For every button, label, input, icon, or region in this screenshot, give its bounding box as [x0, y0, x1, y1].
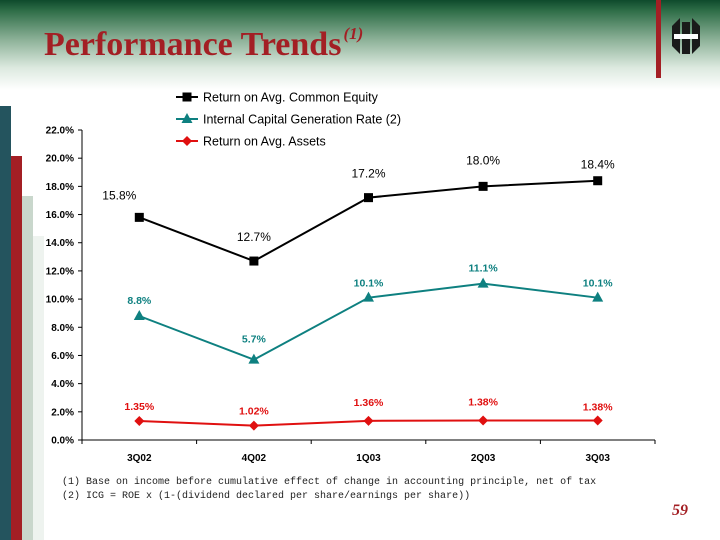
- data-label: 15.8%: [102, 188, 136, 202]
- data-point: [249, 256, 259, 266]
- data-point: [477, 277, 489, 288]
- data-point: [364, 193, 373, 203]
- y-tick-label: 4.0%: [51, 379, 74, 390]
- x-category-label: 3Q02: [127, 453, 152, 464]
- data-label: 12.7%: [237, 230, 271, 244]
- footnote-2: (2) ICG = ROE x (1-(dividend declared pe…: [62, 491, 471, 502]
- data-point: [133, 310, 145, 320]
- data-point: [134, 415, 145, 426]
- data-label: 1.38%: [468, 397, 498, 409]
- legend-label: Return on Avg. Assets: [203, 135, 326, 149]
- page-number: 59: [672, 502, 688, 519]
- data-point: [478, 415, 489, 426]
- data-label: 11.1%: [468, 263, 498, 275]
- x-category-label: 3Q03: [585, 453, 610, 464]
- title-text: Performance Trends: [44, 26, 342, 63]
- title-footnote-mark: (1): [343, 24, 364, 43]
- data-label: 5.7%: [242, 334, 267, 346]
- y-tick-label: 2.0%: [51, 407, 74, 418]
- y-tick-label: 0.0%: [51, 436, 74, 447]
- y-tick-label: 10.0%: [46, 295, 74, 306]
- data-label: 1.35%: [124, 401, 154, 413]
- data-label: 10.1%: [583, 278, 613, 290]
- footnotes: (1) Base on income before cumulative eff…: [62, 476, 596, 504]
- data-point: [134, 212, 144, 222]
- y-tick-label: 18.0%: [46, 182, 74, 193]
- data-label: 1.38%: [583, 402, 613, 414]
- data-point: [363, 291, 374, 302]
- data-label: 8.8%: [127, 295, 152, 307]
- data-point: [248, 353, 260, 364]
- x-category-label: 2Q03: [471, 453, 496, 464]
- y-tick-label: 22.0%: [46, 126, 74, 137]
- y-tick-label: 14.0%: [46, 238, 74, 249]
- data-point: [478, 181, 488, 191]
- legend-marker: [182, 92, 192, 102]
- data-label: 10.1%: [354, 278, 384, 290]
- data-point: [363, 415, 374, 426]
- legend-marker: [181, 113, 193, 123]
- legend-marker: [182, 136, 192, 146]
- header-divider: [656, 0, 661, 78]
- y-tick-label: 16.0%: [46, 210, 74, 221]
- data-label: 1.02%: [239, 406, 269, 418]
- y-tick-label: 8.0%: [51, 323, 74, 334]
- x-category-label: 4Q02: [242, 453, 267, 464]
- footnote-1: (1) Base on income before cumulative eff…: [62, 477, 597, 488]
- data-label: 18.0%: [466, 153, 500, 167]
- legend-label: Return on Avg. Common Equity: [203, 91, 379, 105]
- data-point: [593, 176, 603, 186]
- x-category-label: 1Q03: [356, 453, 381, 464]
- legend-label: Internal Capital Generation Rate (2): [203, 113, 401, 127]
- data-label: 1.36%: [354, 397, 384, 409]
- y-tick-label: 20.0%: [46, 154, 74, 165]
- data-point: [592, 415, 603, 426]
- data-point: [592, 291, 604, 302]
- y-tick-label: 6.0%: [51, 351, 74, 362]
- data-label: 18.4%: [581, 158, 615, 172]
- data-point: [248, 420, 259, 431]
- header-band: [0, 0, 720, 90]
- slide-title: Performance Trends (1): [44, 24, 363, 64]
- decorative-side-bars: [0, 106, 44, 540]
- data-label: 17.2%: [351, 167, 385, 181]
- y-tick-label: 12.0%: [46, 266, 74, 277]
- company-logo-icon: [672, 18, 700, 54]
- series-line: [138, 179, 598, 263]
